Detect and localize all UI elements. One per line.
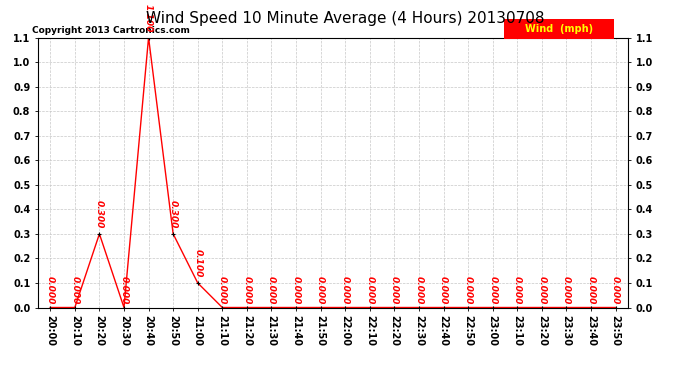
Text: 0.100: 0.100 bbox=[193, 249, 202, 278]
Text: 0.000: 0.000 bbox=[611, 276, 620, 305]
Text: 0.000: 0.000 bbox=[119, 276, 128, 305]
Text: 0.000: 0.000 bbox=[390, 276, 399, 305]
Text: 0.000: 0.000 bbox=[218, 276, 227, 305]
Text: 0.000: 0.000 bbox=[538, 276, 546, 305]
Text: Wind  (mph): Wind (mph) bbox=[525, 24, 593, 34]
Text: 0.000: 0.000 bbox=[316, 276, 325, 305]
Text: 0.000: 0.000 bbox=[489, 276, 497, 305]
Text: 0.300: 0.300 bbox=[168, 200, 177, 228]
Text: 0.000: 0.000 bbox=[562, 276, 571, 305]
Text: 0.000: 0.000 bbox=[513, 276, 522, 305]
Text: 0.000: 0.000 bbox=[415, 276, 424, 305]
Text: 0.000: 0.000 bbox=[586, 276, 595, 305]
Text: 0.000: 0.000 bbox=[439, 276, 448, 305]
Text: Wind Speed 10 Minute Average (4 Hours) 20130708: Wind Speed 10 Minute Average (4 Hours) 2… bbox=[146, 11, 544, 26]
Text: Copyright 2013 Cartronics.com: Copyright 2013 Cartronics.com bbox=[32, 26, 190, 35]
Text: 0.000: 0.000 bbox=[242, 276, 251, 305]
Text: 0.000: 0.000 bbox=[365, 276, 374, 305]
Text: 0.000: 0.000 bbox=[464, 276, 473, 305]
Text: 0.300: 0.300 bbox=[95, 200, 104, 228]
Text: 1.100: 1.100 bbox=[144, 4, 153, 32]
Text: 0.000: 0.000 bbox=[267, 276, 276, 305]
Text: 0.000: 0.000 bbox=[292, 276, 301, 305]
Text: 0.000: 0.000 bbox=[46, 276, 55, 305]
Text: 0.000: 0.000 bbox=[70, 276, 79, 305]
Text: 0.000: 0.000 bbox=[341, 276, 350, 305]
